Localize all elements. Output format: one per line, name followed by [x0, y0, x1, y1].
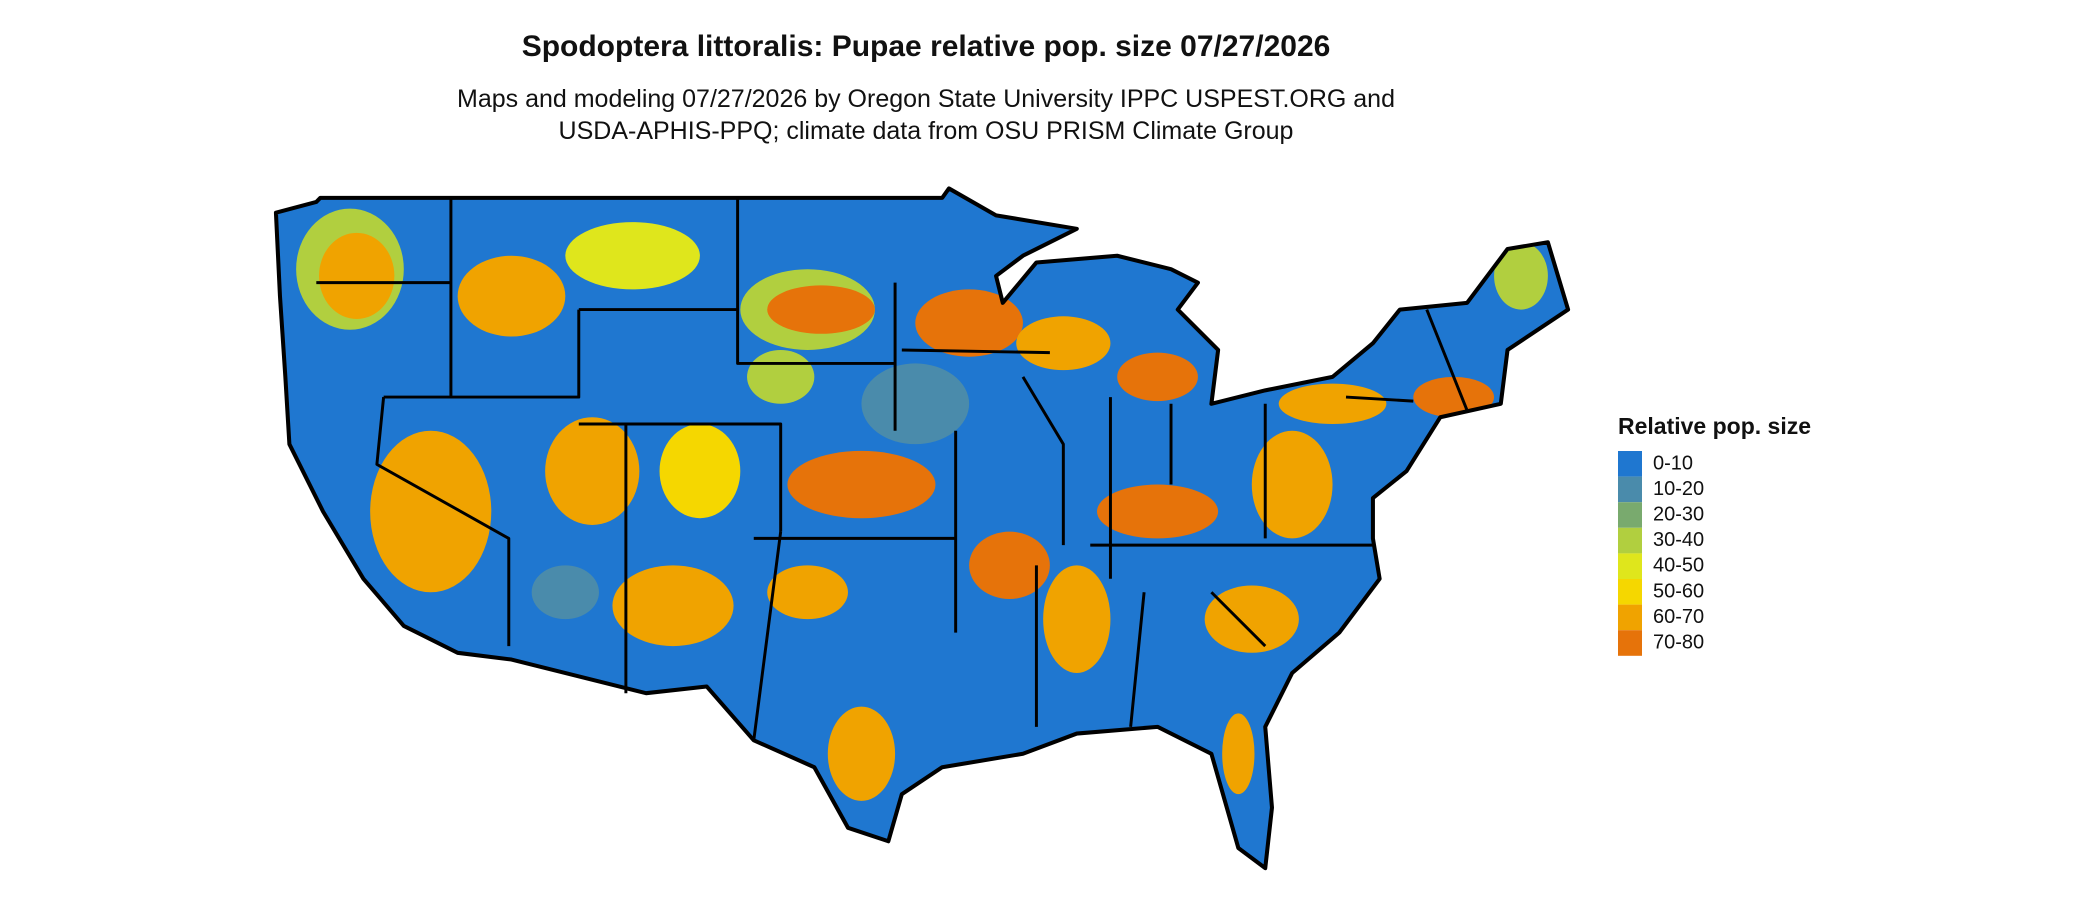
legend-label: 20-30 [1653, 503, 1704, 525]
legend-swatch [1618, 604, 1642, 631]
legend-label: 30-40 [1653, 529, 1704, 551]
legend-label: 50-60 [1653, 580, 1704, 602]
legend-swatch [1618, 476, 1642, 503]
legend-swatch [1618, 630, 1642, 656]
legend-label: 0-10 [1653, 452, 1693, 474]
legend-label: 60-70 [1653, 606, 1704, 628]
legend-swatch [1618, 451, 1642, 477]
legend-label: 70-80 [1653, 631, 1704, 653]
legend-label: 40-50 [1653, 555, 1704, 577]
legend-swatch [1618, 579, 1642, 605]
legend-swatch [1618, 553, 1642, 579]
us-map [256, 175, 1602, 888]
legend: 0-10 10-20 20-30 30-40 40-50 50-60 60-70 70-80 [1618, 451, 1704, 656]
legend-swatch [1618, 527, 1642, 554]
map-subtitle: USDA-APHIS-PPQ; climate data from OSU PR… [559, 117, 1294, 145]
map-title: Spodoptera littoralis: Pupae relative po… [522, 30, 1331, 63]
legend-label: 10-20 [1653, 478, 1704, 500]
legend-title: Relative pop. size [1618, 413, 1811, 439]
map-subtitle: Maps and modeling 07/27/2026 by Oregon S… [457, 85, 1395, 113]
legend-swatch [1618, 502, 1642, 528]
